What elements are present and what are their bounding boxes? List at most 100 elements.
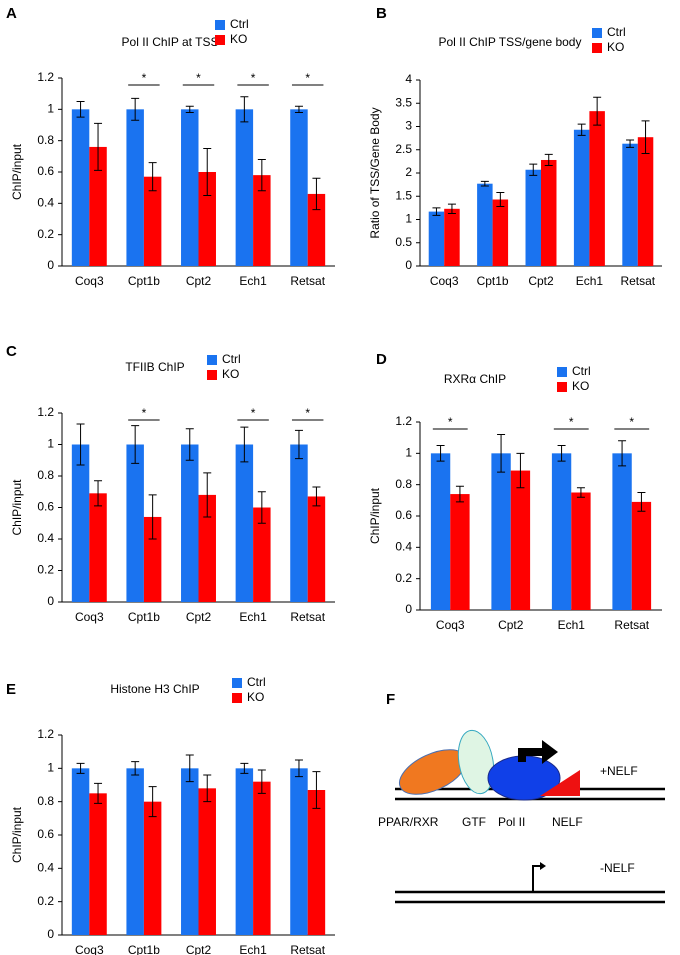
error-bar bbox=[185, 428, 194, 461]
bar bbox=[198, 172, 216, 266]
legend-label: Ctrl bbox=[247, 675, 266, 689]
error-bar bbox=[544, 153, 553, 167]
x-tick-label: Cpt1b bbox=[128, 610, 160, 624]
x-tick-label: Retsat bbox=[620, 274, 655, 288]
legend-swatch bbox=[207, 355, 217, 365]
bar bbox=[637, 137, 654, 266]
significance-label: * bbox=[251, 406, 256, 420]
x-tick-label: Cpt1b bbox=[128, 274, 160, 288]
x-tick-label: Cpt2 bbox=[186, 274, 212, 288]
error-bar bbox=[94, 122, 103, 171]
error-bar bbox=[294, 429, 303, 460]
error-bar bbox=[480, 180, 489, 187]
x-tick-label: Retsat bbox=[290, 274, 325, 288]
x-tick-label: Coq3 bbox=[430, 274, 459, 288]
error-bar bbox=[455, 485, 464, 503]
bar bbox=[181, 444, 199, 602]
label: PPAR/RXR bbox=[378, 815, 439, 829]
x-tick-label: Ech1 bbox=[239, 943, 267, 955]
y-tick-label: 1.2 bbox=[37, 70, 54, 84]
error-bar bbox=[312, 177, 321, 211]
x-tick-label: Coq3 bbox=[75, 274, 104, 288]
error-bar bbox=[312, 486, 321, 507]
error-bar bbox=[593, 96, 602, 126]
bar bbox=[253, 781, 271, 935]
significance-label: * bbox=[142, 71, 147, 85]
x-tick-label: Cpt2 bbox=[186, 943, 212, 955]
bar bbox=[89, 146, 107, 266]
error-bar bbox=[76, 762, 85, 774]
bar bbox=[71, 768, 90, 935]
chart-title: TFIIB ChIP bbox=[125, 360, 184, 374]
legend-label: Ctrl bbox=[607, 25, 626, 39]
y-tick-label: 1.2 bbox=[395, 414, 412, 428]
chart-title: RXRα ChIP bbox=[444, 372, 506, 386]
panel-letter: C bbox=[6, 343, 17, 360]
bar bbox=[198, 788, 216, 935]
x-tick-label: Coq3 bbox=[75, 610, 104, 624]
y-tick-label: 0 bbox=[405, 258, 412, 272]
y-tick-label: 0.6 bbox=[37, 827, 54, 841]
x-tick-label: Ech1 bbox=[239, 610, 267, 624]
legend-label: Ctrl bbox=[230, 17, 249, 31]
bar bbox=[235, 109, 254, 266]
y-axis-label: ChIP/input bbox=[368, 487, 382, 544]
y-tick-label: 2 bbox=[405, 165, 412, 179]
error-bar bbox=[641, 120, 650, 154]
legend-label: Ctrl bbox=[572, 364, 591, 378]
x-tick-label: Retsat bbox=[614, 618, 649, 632]
y-tick-label: 3.5 bbox=[395, 95, 412, 109]
y-tick-label: 0.2 bbox=[395, 571, 412, 585]
panel-letter: A bbox=[6, 5, 17, 22]
label: +NELF bbox=[600, 764, 638, 778]
error-bar bbox=[294, 105, 303, 113]
error-bar bbox=[148, 162, 157, 192]
y-tick-label: 0.5 bbox=[395, 235, 412, 249]
x-tick-label: Cpt1b bbox=[128, 943, 160, 955]
error-bar bbox=[529, 163, 538, 176]
label: NELF bbox=[552, 815, 583, 829]
y-axis-label: Ratio of TSS/Gene Body bbox=[368, 107, 382, 238]
diagram: F +NELF PPAR/RXR GTF Pol II NELF -NELF bbox=[378, 691, 665, 904]
y-tick-label: 1 bbox=[405, 212, 412, 226]
nelf-shape bbox=[540, 770, 580, 796]
y-axis-label: ChIP/input bbox=[10, 143, 24, 200]
y-tick-label: 1.2 bbox=[37, 405, 54, 419]
error-bar bbox=[557, 445, 566, 462]
error-bar bbox=[185, 105, 194, 113]
bar bbox=[477, 183, 493, 266]
error-bar bbox=[618, 440, 627, 467]
bar bbox=[126, 109, 144, 266]
y-tick-label: 1 bbox=[405, 446, 412, 460]
panel-letter: B bbox=[376, 5, 387, 22]
error-bar bbox=[131, 761, 140, 776]
y-tick-label: 0.2 bbox=[37, 563, 54, 577]
error-bar bbox=[185, 754, 194, 783]
bar bbox=[631, 501, 652, 610]
bar bbox=[307, 496, 326, 602]
x-tick-label: Coq3 bbox=[75, 943, 104, 955]
bar bbox=[612, 453, 632, 610]
x-tick-label: Ech1 bbox=[576, 274, 604, 288]
y-tick-label: 0.4 bbox=[37, 196, 54, 210]
label: -NELF bbox=[600, 861, 635, 875]
y-axis-label: ChIP/input bbox=[10, 806, 24, 863]
bar bbox=[290, 109, 308, 266]
error-bar bbox=[148, 786, 157, 818]
significance-label: * bbox=[305, 71, 310, 85]
y-tick-label: 0 bbox=[47, 594, 54, 608]
bar bbox=[290, 444, 308, 602]
bar bbox=[253, 175, 271, 266]
y-tick-label: 0.8 bbox=[37, 468, 54, 482]
x-tick-label: Cpt2 bbox=[498, 618, 524, 632]
x-tick-label: Coq3 bbox=[436, 618, 465, 632]
bar bbox=[573, 129, 590, 266]
x-tick-label: Ech1 bbox=[239, 274, 267, 288]
bar bbox=[235, 768, 254, 935]
error-bar bbox=[257, 158, 266, 192]
legend-swatch bbox=[232, 693, 242, 703]
label: GTF bbox=[462, 815, 486, 829]
bar bbox=[126, 768, 144, 935]
y-tick-label: 0.2 bbox=[37, 894, 54, 908]
